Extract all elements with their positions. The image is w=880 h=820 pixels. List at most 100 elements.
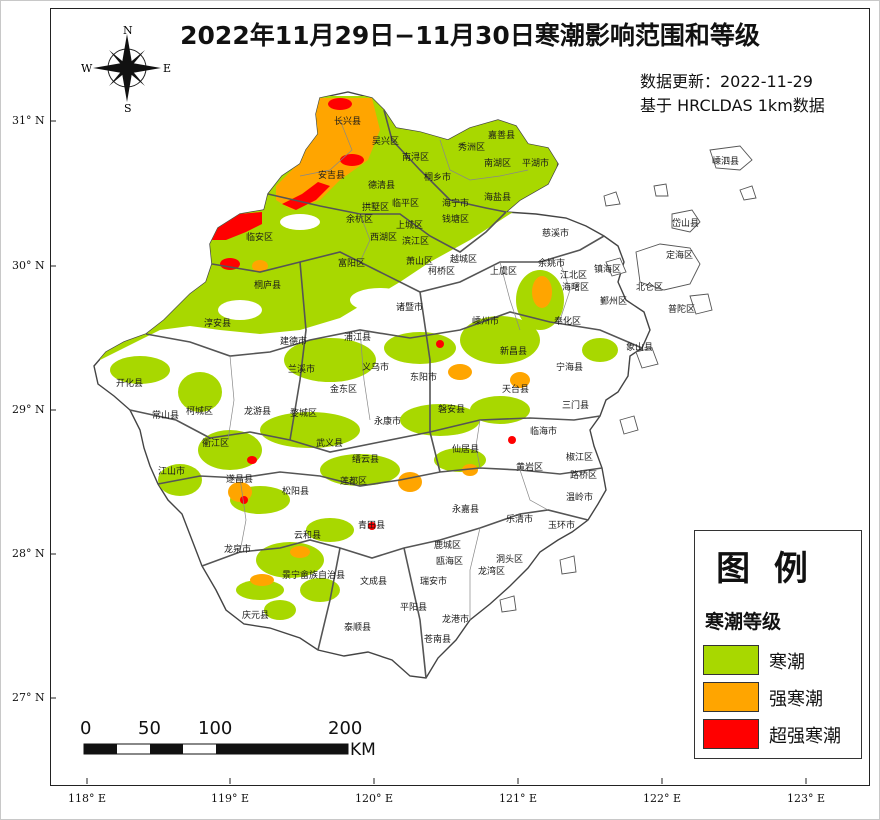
place-label: 金东区	[330, 383, 357, 395]
place-label: 余杭区	[346, 213, 373, 225]
update-date-label: 数据更新：2022-11-29	[640, 72, 813, 91]
compass-rose: N S E W	[81, 24, 171, 115]
lon-label: 120° E	[355, 792, 394, 805]
place-label: 天台县	[502, 383, 529, 395]
place-label: 龙泉市	[224, 543, 251, 555]
scale-tick-label: 100	[198, 718, 233, 739]
place-label: 永康市	[374, 415, 401, 427]
place-label: 临平区	[392, 197, 419, 209]
place-label: 鹿城区	[434, 539, 461, 551]
place-label: 缙云县	[352, 453, 379, 465]
place-label: 海曙区	[562, 281, 589, 293]
place-label: 东阳市	[410, 371, 437, 383]
place-label: 滨江区	[402, 235, 429, 247]
place-label: 瑞安市	[420, 575, 447, 587]
place-label: 平湖市	[522, 157, 549, 169]
legend-item-extreme-cold-wave: 超强寒潮	[703, 719, 863, 749]
place-label: 江山市	[158, 465, 185, 477]
place-label: 桐乡市	[424, 171, 451, 183]
scale-bar	[83, 743, 349, 755]
place-label: 普陀区	[668, 303, 695, 315]
data-source-label: 基于 HRCLDAS 1km数据	[640, 96, 825, 115]
compass-n-label: N	[123, 24, 133, 37]
place-label: 泰顺县	[344, 621, 371, 633]
place-label: 嵊州市	[472, 315, 499, 327]
place-label: 文成县	[360, 575, 387, 587]
place-label: 临海市	[530, 425, 557, 437]
lon-label: 118° E	[68, 792, 107, 805]
place-label: 慈溪市	[542, 227, 569, 239]
county-boundaries	[227, 119, 571, 620]
compass-e-label: E	[163, 62, 171, 75]
place-label: 嘉善县	[488, 129, 515, 141]
cold-wave-patches	[110, 270, 618, 620]
scale-tick-label: 50	[138, 718, 161, 739]
place-label: 余姚市	[538, 257, 565, 269]
place-label: 德清县	[368, 179, 395, 191]
legend-label: 强寒潮	[769, 689, 823, 710]
compass-w-label: W	[81, 62, 93, 75]
scale-bar-labels: 0 50 100 200 KM	[80, 718, 390, 762]
legend-subtitle: 寒潮等级	[705, 611, 782, 633]
place-label: 北仑区	[636, 281, 663, 293]
place-label: 兰溪市	[288, 363, 315, 375]
place-label: 常山县	[152, 409, 179, 421]
lat-label: 29° N	[12, 403, 45, 416]
place-label: 乐清市	[506, 513, 533, 525]
lat-label: 27° N	[12, 691, 45, 704]
place-label: 遂昌县	[226, 473, 253, 485]
map-title: 2022年11月29日−11月30日寒潮影响范围和等级	[180, 21, 760, 50]
place-label: 龙湾区	[478, 565, 505, 577]
place-label: 奉化区	[554, 315, 581, 327]
place-label: 莲都区	[340, 475, 367, 487]
place-label: 新昌县	[500, 345, 527, 357]
place-label: 玉环市	[548, 519, 575, 531]
place-label: 江北区	[560, 270, 587, 281]
place-label: 路桥区	[570, 469, 597, 481]
legend-swatch-orange	[703, 682, 759, 712]
lat-label: 28° N	[12, 547, 45, 560]
legend-label: 超强寒潮	[769, 726, 841, 747]
place-label: 拱墅区	[362, 201, 389, 213]
place-label: 吴兴区	[372, 136, 399, 147]
place-label: 西湖区	[370, 232, 397, 243]
place-label: 洞头区	[496, 554, 523, 565]
place-label: 永嘉县	[452, 503, 479, 515]
place-label: 嵊泗县	[712, 155, 739, 167]
lon-label: 121° E	[499, 792, 538, 805]
place-label: 宁海县	[556, 361, 583, 373]
place-label: 钱塘区	[442, 213, 469, 225]
lon-label: 122° E	[643, 792, 682, 805]
city-boundaries	[129, 109, 643, 679]
place-label: 定海区	[666, 249, 693, 261]
scale-tick-label: 0	[80, 718, 92, 739]
place-label: 镇海区	[594, 263, 621, 275]
place-label: 磐安县	[438, 403, 465, 415]
place-label: 越城区	[450, 253, 477, 265]
place-label: 富阳区	[338, 257, 365, 269]
place-label: 义乌市	[362, 361, 389, 373]
place-label: 云和县	[294, 530, 321, 541]
place-label: 武义县	[316, 437, 343, 449]
place-label: 松阳县	[282, 485, 309, 497]
place-label: 仙居县	[452, 443, 479, 455]
place-label: 鄞州区	[600, 295, 627, 307]
legend-title: 图 例	[716, 549, 814, 589]
place-label: 诸暨市	[396, 301, 423, 313]
place-label: 景宁畲族自治县	[282, 569, 345, 581]
place-labels: 长兴县 吴兴区 南浔区 秀洲区 嘉善县 南湖区 平湖市 桐乡市 海盐县 安吉县 …	[116, 115, 739, 645]
offshore-islands	[499, 145, 757, 613]
scale-tick-label: 200	[328, 718, 363, 739]
strong-cold-wave-zone	[228, 98, 552, 586]
map-metadata: 数据更新：2022-11-29 基于 HRCLDAS 1km数据	[640, 70, 825, 118]
lon-label: 119° E	[211, 792, 250, 805]
cold-wave-zone-north	[94, 96, 560, 360]
place-label: 长兴县	[334, 115, 361, 127]
place-label: 安吉县	[318, 169, 345, 181]
no-cold-wave-gaps	[218, 214, 596, 320]
place-label: 柯桥区	[428, 265, 455, 277]
place-label: 婺城区	[290, 408, 317, 419]
place-label: 青田县	[358, 519, 385, 531]
place-label: 椒江区	[566, 451, 593, 463]
place-label: 黄岩区	[516, 461, 543, 473]
